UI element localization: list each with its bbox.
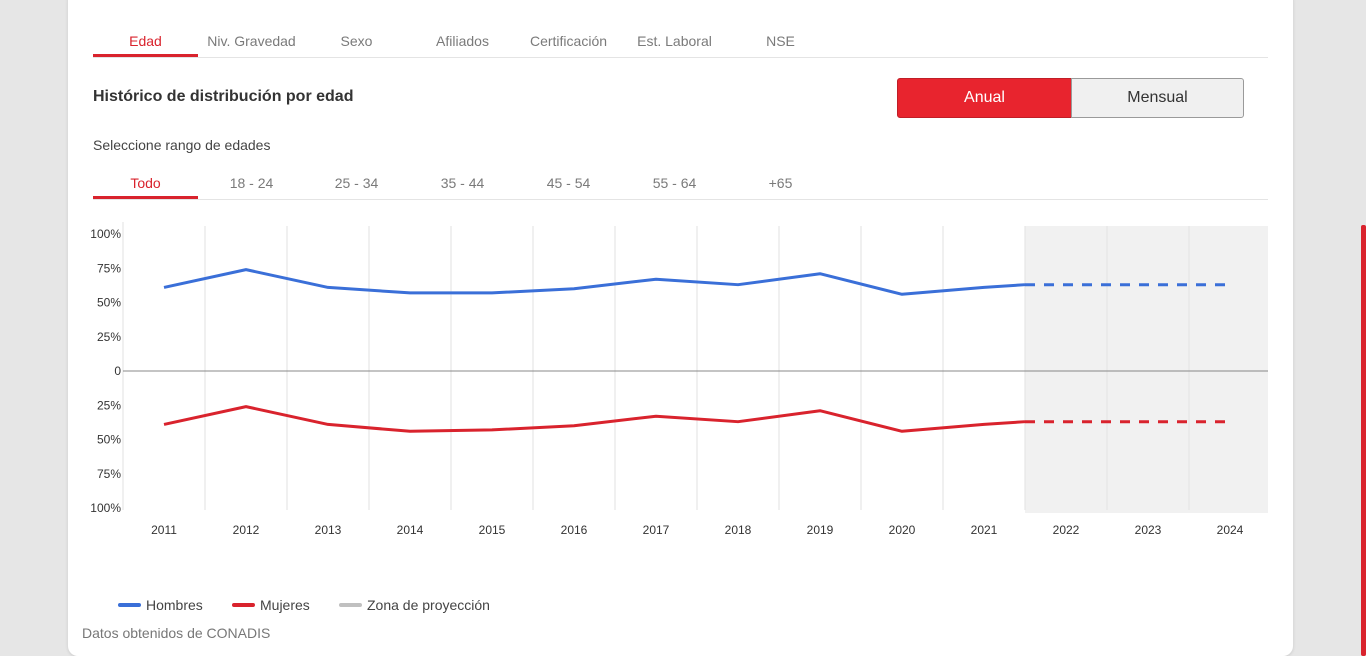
x-tick-label: 2011 <box>151 523 177 537</box>
scrollbar-thumb[interactable] <box>1361 225 1366 656</box>
tab-sexo[interactable]: Sexo <box>340 33 373 49</box>
y-tick-label: 25% <box>97 330 121 344</box>
x-tick-label: 2016 <box>561 523 588 537</box>
age-tab-18-24[interactable]: 18 - 24 <box>229 175 274 191</box>
age-tab-35-44[interactable]: 35 - 44 <box>440 175 485 191</box>
y-tick-label: 0 <box>114 364 121 378</box>
projection-zone <box>1025 226 1268 513</box>
age-tab-55-64[interactable]: 55 - 64 <box>652 175 697 191</box>
age-tab-45-54[interactable]: 45 - 54 <box>546 175 591 191</box>
age-tab-25-34[interactable]: 25 - 34 <box>334 175 379 191</box>
tab-est-laboral[interactable]: Est. Laboral <box>637 33 712 49</box>
legend-item-mujeres[interactable]: Mujeres <box>232 596 310 614</box>
x-tick-label: 2021 <box>971 523 998 537</box>
x-tick-label: 2013 <box>315 523 342 537</box>
section-title: Histórico de distribución por edad <box>93 88 354 105</box>
y-tick-label: 100% <box>90 501 121 515</box>
x-tick-label: 2020 <box>889 523 916 537</box>
age-tab-todo[interactable]: Todo <box>93 167 198 199</box>
tab-certificacion[interactable]: Certificación <box>529 33 608 49</box>
legend-label-proyeccion: Zona de proyección <box>367 597 490 613</box>
period-toggle: Anual Mensual <box>897 78 1244 118</box>
tab-afiliados[interactable]: Afiliados <box>436 33 489 49</box>
legend-label-mujeres: Mujeres <box>260 597 310 613</box>
tab-edad[interactable]: Edad <box>93 25 198 57</box>
category-tabs: Edad Niv. Gravedad Sexo Afiliados Certif… <box>93 25 1268 58</box>
monthly-button[interactable]: Mensual <box>1071 78 1244 118</box>
series-line-mujeres <box>163 405 1026 433</box>
legend-swatch-hombres <box>118 603 141 608</box>
x-tick-label: 2017 <box>643 523 670 537</box>
x-tick-label: 2012 <box>233 523 260 537</box>
age-tab-65-plus[interactable]: +65 <box>768 175 793 191</box>
legend-swatch-proyeccion <box>339 603 362 608</box>
x-tick-label: 2022 <box>1053 523 1080 537</box>
legend-item-hombres[interactable]: Hombres <box>118 596 203 614</box>
x-tick-label: 2015 <box>479 523 506 537</box>
tab-niv-gravedad[interactable]: Niv. Gravedad <box>207 33 296 49</box>
y-tick-label: 50% <box>97 296 121 310</box>
y-tick-label: 75% <box>97 261 121 275</box>
age-range-tabs: Todo 18 - 24 25 - 34 35 - 44 45 - 54 55 … <box>93 167 1268 200</box>
y-tick-label: 100% <box>90 227 121 241</box>
age-distribution-chart: 100% 75% 50% 25% 0 25% 50% 75% 100% 2011 2012 2013 2… <box>90 222 1268 537</box>
page-scrollbar[interactable] <box>1360 0 1366 656</box>
x-tick-label: 2024 <box>1217 523 1244 537</box>
legend-item-proyeccion[interactable]: Zona de proyección <box>339 596 490 614</box>
legend-label-hombres: Hombres <box>146 597 203 613</box>
y-tick-label: 25% <box>97 398 121 412</box>
y-tick-label: 50% <box>97 433 121 447</box>
age-range-label: Seleccione rango de edades <box>93 137 271 153</box>
x-tick-label: 2023 <box>1135 523 1162 537</box>
x-tick-label: 2019 <box>807 523 834 537</box>
x-tick-label: 2018 <box>725 523 752 537</box>
tab-nse[interactable]: NSE <box>766 33 795 49</box>
annual-button[interactable]: Anual <box>897 78 1072 118</box>
data-source-note: Datos obtenidos de CONADIS <box>82 625 271 641</box>
y-tick-label: 75% <box>97 467 121 481</box>
x-tick-label: 2014 <box>397 523 424 537</box>
legend-swatch-mujeres <box>232 603 255 608</box>
series-line-hombres <box>163 268 1026 296</box>
